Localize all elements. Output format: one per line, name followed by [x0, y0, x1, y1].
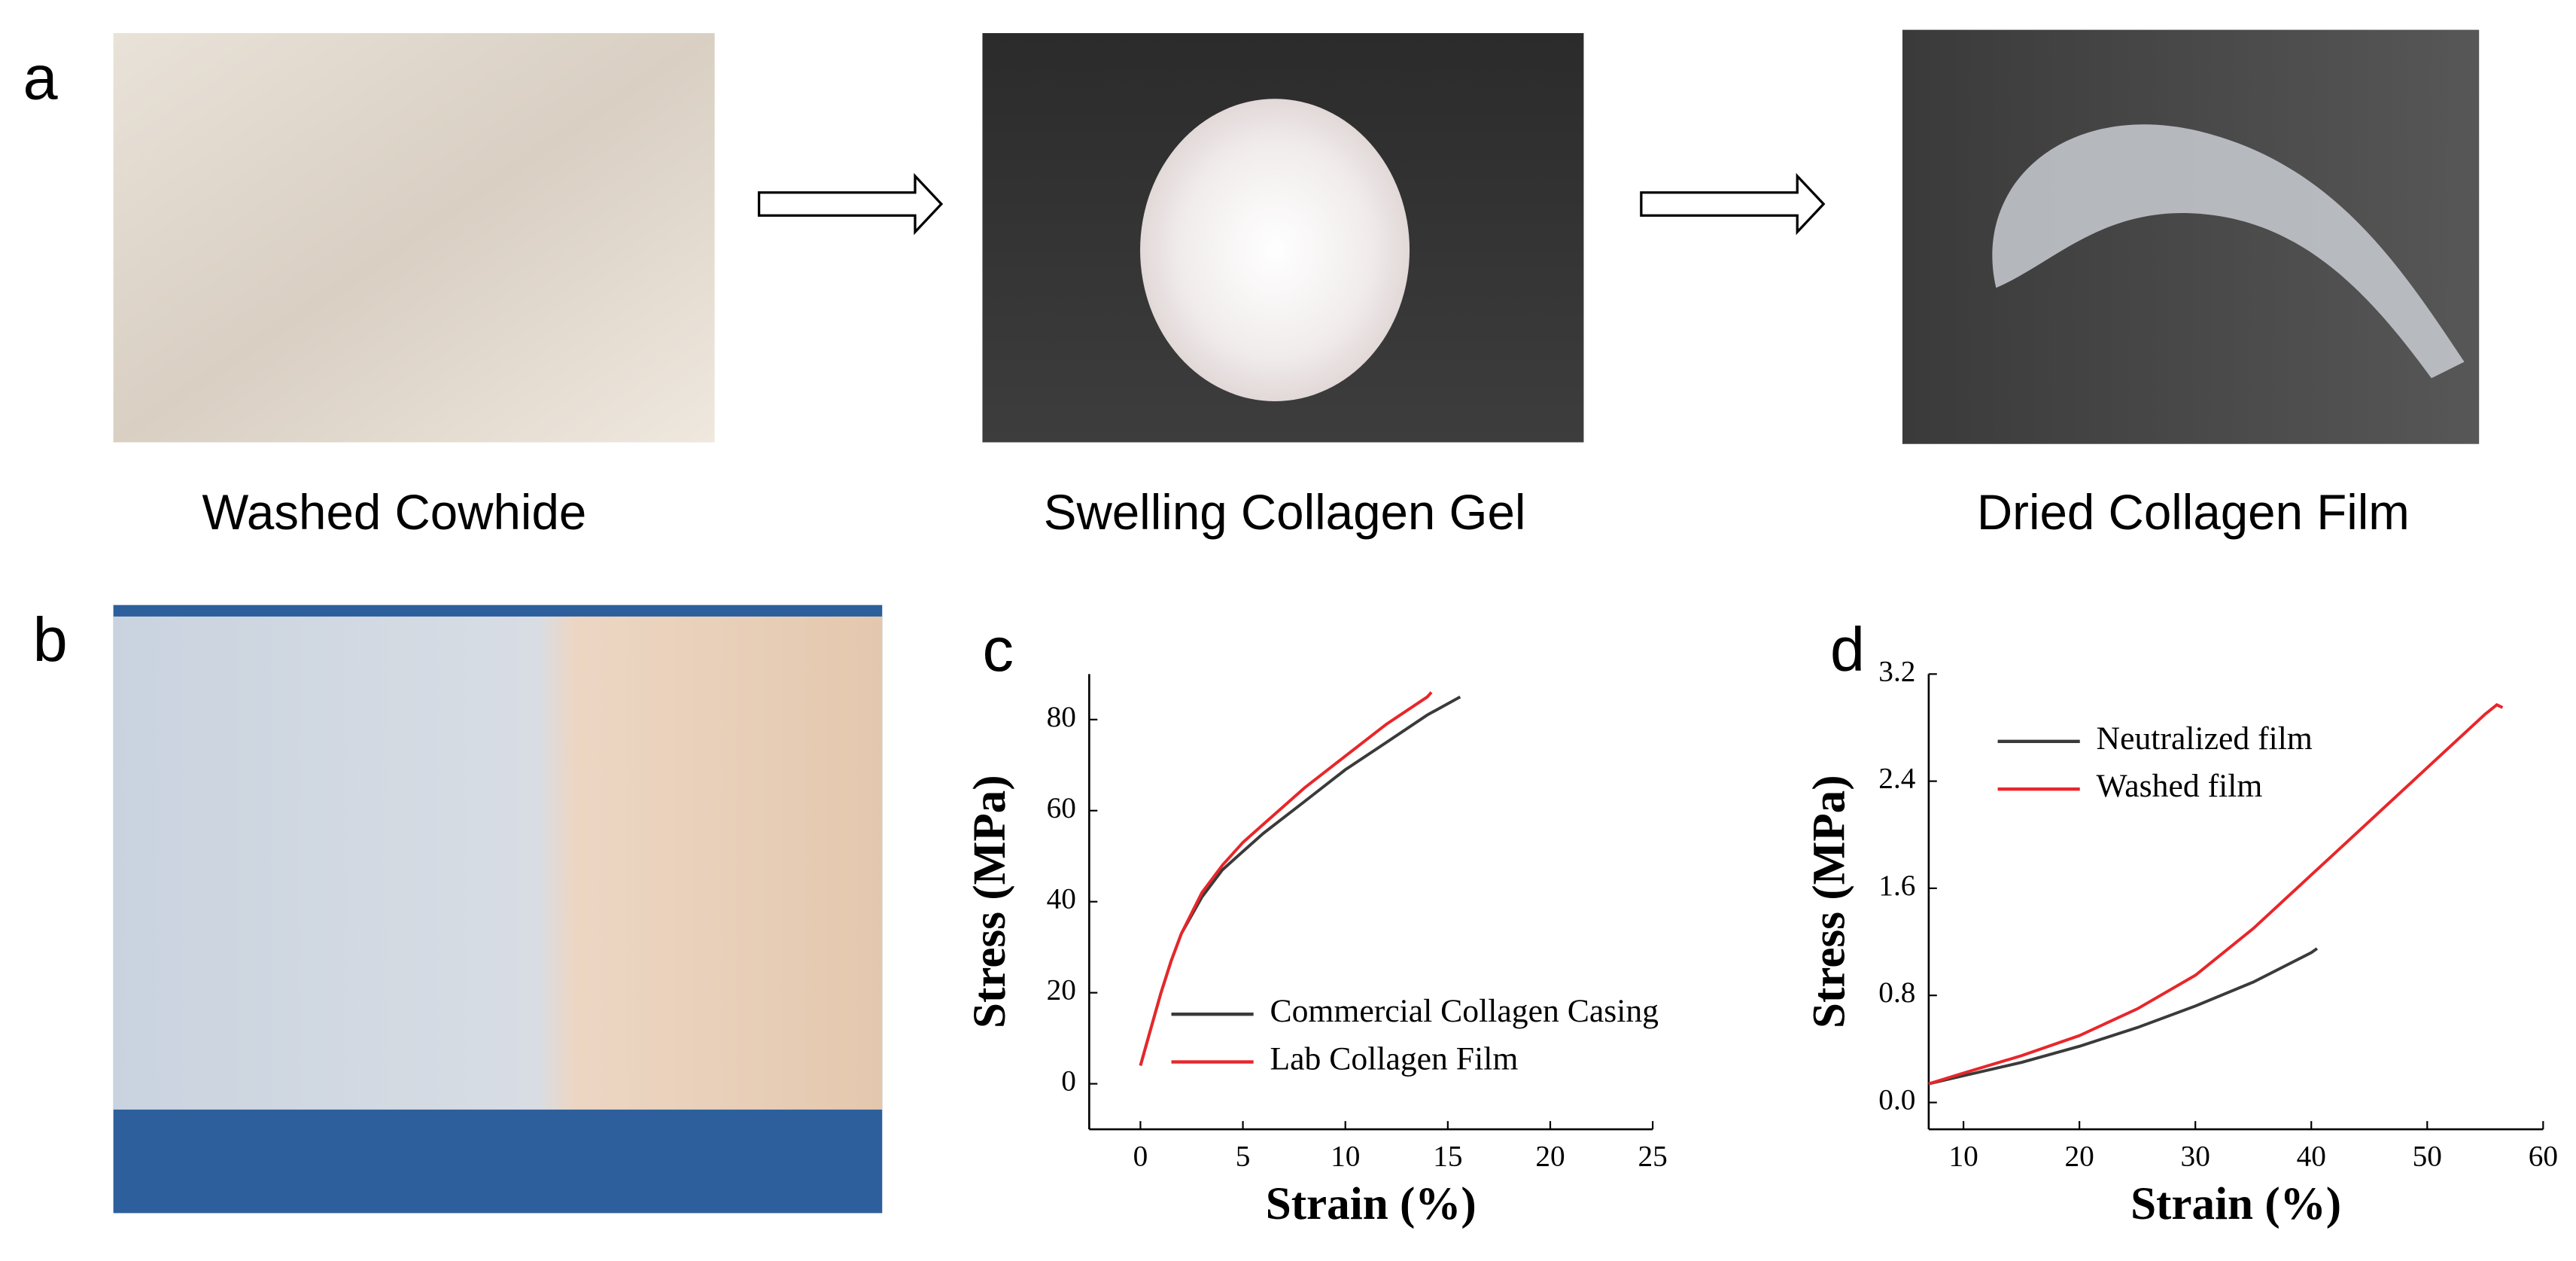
- photo-cowhide: [113, 32, 715, 443]
- series-line: [1139, 691, 1433, 1066]
- caption: Swelling Collagen Gel: [1044, 485, 1526, 540]
- y-tick-label: 1.6: [1878, 870, 1915, 902]
- y-tick-label: 60: [1047, 792, 1076, 824]
- legend-label: Washed film: [2097, 768, 2263, 804]
- caption: Dried Collagen Film: [1977, 485, 2410, 540]
- legend-label: Lab Collagen Film: [1270, 1041, 1518, 1077]
- casings: [113, 616, 883, 1110]
- series-line: [1928, 947, 2319, 1086]
- x-tick-label: 20: [2065, 1140, 2094, 1172]
- arrow: [1640, 172, 1826, 236]
- x-tick-label: 30: [2181, 1140, 2210, 1172]
- photo-film: [1902, 29, 2480, 444]
- y-tick-label: 2.4: [1878, 763, 1915, 795]
- y-tick-label: 20: [1047, 974, 1076, 1007]
- panel-label: c: [982, 614, 1013, 684]
- legend-label: Neutralized film: [2097, 720, 2313, 757]
- x-tick-label: 5: [1236, 1140, 1251, 1172]
- y-axis-label: Stress (MPa): [1804, 775, 1854, 1028]
- x-axis-label: Strain (%): [1266, 1179, 1477, 1229]
- x-tick-label: 10: [1331, 1140, 1360, 1172]
- x-tick-label: 10: [1948, 1140, 1978, 1172]
- panel-label: b: [33, 605, 68, 675]
- y-tick-label: 0.8: [1878, 976, 1915, 1009]
- x-tick-label: 0: [1133, 1140, 1148, 1172]
- panel-label: d: [1830, 614, 1865, 684]
- film: [1992, 124, 2465, 379]
- x-axis-label: Strain (%): [2130, 1179, 2341, 1229]
- x-tick-label: 50: [2413, 1140, 2442, 1172]
- caption: Washed Cowhide: [202, 485, 587, 540]
- panel-label: a: [23, 42, 59, 112]
- y-tick-label: 40: [1047, 883, 1076, 915]
- y-axis-label: Stress (MPa): [965, 775, 1015, 1028]
- gel: [1140, 99, 1410, 401]
- x-tick-label: 25: [1638, 1140, 1667, 1172]
- legend-label: Commercial Collagen Casing: [1270, 993, 1659, 1029]
- x-tick-label: 20: [1535, 1140, 1565, 1172]
- arrow: [757, 172, 944, 236]
- y-tick-label: 3.2: [1878, 655, 1915, 687]
- x-tick-label: 60: [2529, 1140, 2558, 1172]
- x-tick-label: 15: [1433, 1140, 1462, 1172]
- y-tick-label: 0: [1061, 1065, 1076, 1098]
- y-tick-label: 80: [1047, 701, 1076, 733]
- y-tick-label: 0.0: [1878, 1083, 1915, 1116]
- series-line: [1928, 702, 2504, 1086]
- x-tick-label: 40: [2297, 1140, 2326, 1172]
